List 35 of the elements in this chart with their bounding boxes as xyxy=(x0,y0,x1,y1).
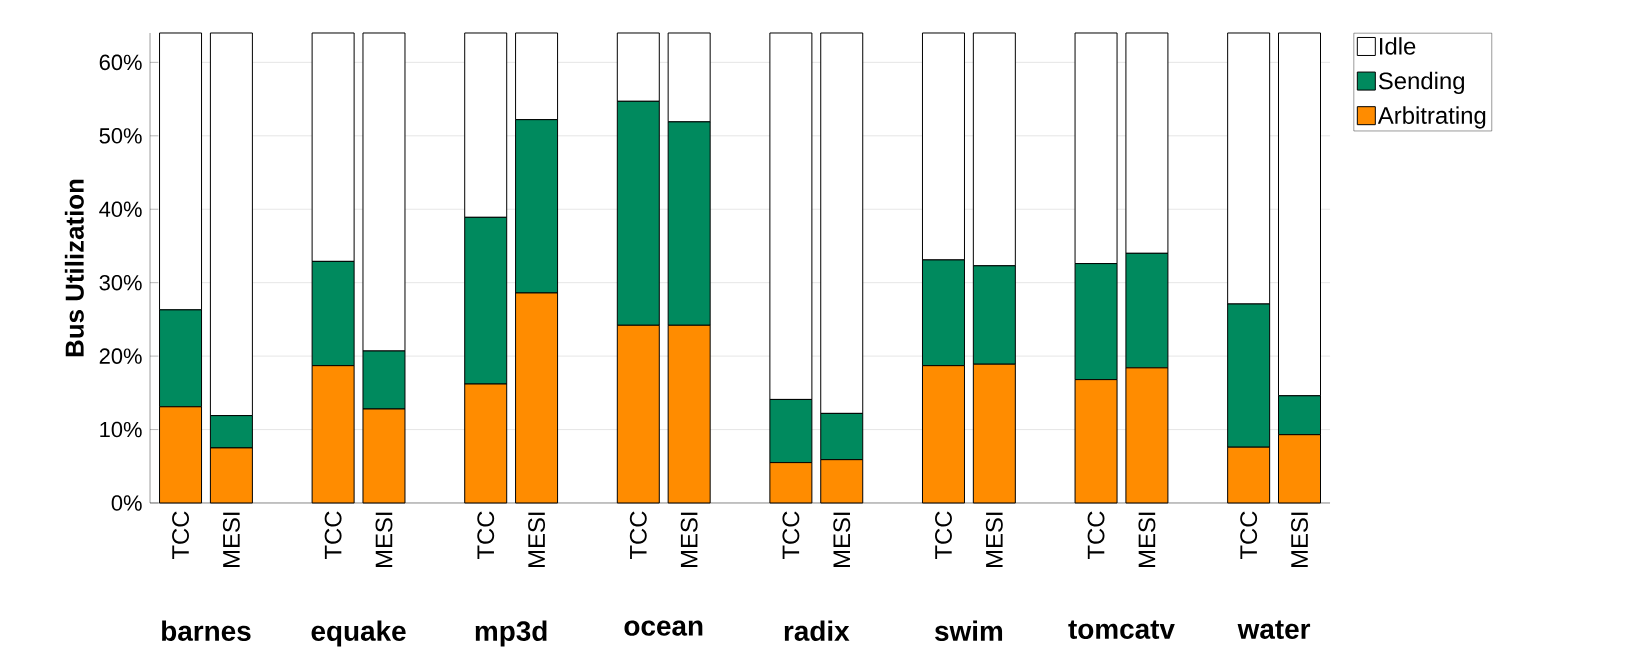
y-tick-label: 30% xyxy=(99,274,142,291)
x-tick-label: MESI xyxy=(528,512,546,567)
y-tick-label: 20% xyxy=(99,348,142,364)
legend-label: Sending xyxy=(1378,71,1464,95)
y-tick-label: 40% xyxy=(99,201,142,217)
y-tick-label: 60% xyxy=(99,54,142,71)
y-axis-title: Bus Utilization xyxy=(64,179,84,357)
y-tick-label: 50% xyxy=(99,128,142,144)
x-tick-label: TCC xyxy=(935,511,952,560)
x-tick-label: TCC xyxy=(172,511,189,560)
x-tick-label: TCC xyxy=(324,511,342,560)
x-tick-label: MESI xyxy=(1291,512,1308,567)
x-tick-label: TCC xyxy=(629,511,647,560)
y-tick-label: 10% xyxy=(100,421,142,438)
x-tick-label: MESI xyxy=(680,512,698,567)
legend-label: Arbitrating xyxy=(1377,106,1486,129)
x-tick-label: TCC xyxy=(1240,511,1258,560)
text: barnes xyxy=(162,620,251,641)
x-tick-label: TCC xyxy=(782,511,800,560)
text: tomcatv xyxy=(1068,620,1175,639)
text: mp3d xyxy=(475,620,547,647)
legend-label: Idle xyxy=(1380,37,1416,55)
x-tick-label: MESI xyxy=(222,512,240,567)
y-tick-label: 0% xyxy=(111,495,142,511)
x-tick-label: TCC xyxy=(477,511,495,560)
x-tick-label: TCC xyxy=(1087,511,1105,560)
text: ocean xyxy=(624,620,703,636)
text: radix xyxy=(784,620,850,641)
x-tick-label: MESI xyxy=(985,512,1003,567)
text: equake xyxy=(311,620,406,647)
x-tick-label: MESI xyxy=(1138,512,1156,567)
text: water xyxy=(1237,620,1311,639)
x-tick-label: MESI xyxy=(375,512,393,567)
text: swim xyxy=(935,620,1003,641)
x-tick-label: MESI xyxy=(833,512,851,567)
